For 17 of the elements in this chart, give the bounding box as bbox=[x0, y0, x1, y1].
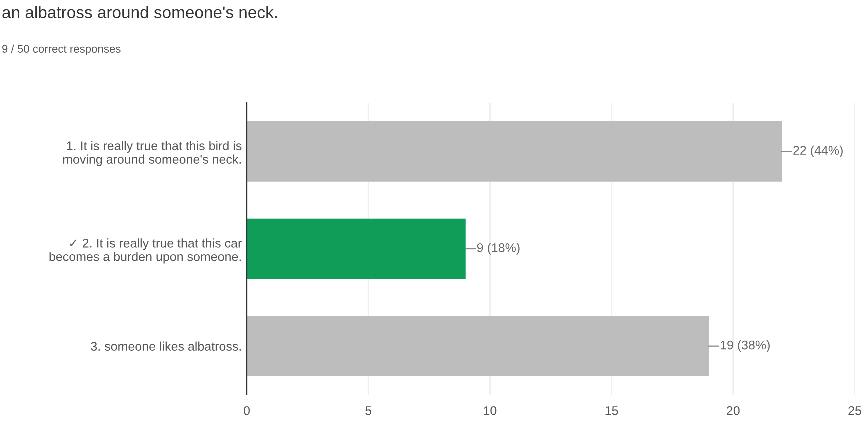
x-tick-label: 25 bbox=[848, 406, 861, 416]
text: 9 / 50 correct responses bbox=[2, 44, 121, 56]
y-tick-label: ✓ 2. It is really true that this car becomes a burden upon someone. bbox=[50, 238, 242, 264]
x-tick-label: 5 bbox=[366, 406, 372, 416]
data-label: 9 (18%) bbox=[477, 243, 520, 255]
x-tick-label: 10 bbox=[484, 406, 497, 416]
bar bbox=[247, 316, 710, 377]
bar bbox=[247, 218, 466, 280]
x-tick-label: 0 bbox=[244, 406, 250, 416]
bar bbox=[247, 121, 782, 182]
y-tick-label: 1. It is really true that this bird is moving around someone's neck. bbox=[63, 141, 242, 166]
data-label: 19 (38%) bbox=[720, 340, 770, 352]
x-tick-label: 20 bbox=[727, 406, 740, 416]
data-label: 22 (44%) bbox=[794, 146, 843, 158]
y-tick-label: 3. someone likes albatross. bbox=[91, 342, 242, 351]
chart-title: an albatross around someone's neck. bbox=[2, 6, 277, 18]
x-tick-label: 15 bbox=[606, 406, 618, 416]
